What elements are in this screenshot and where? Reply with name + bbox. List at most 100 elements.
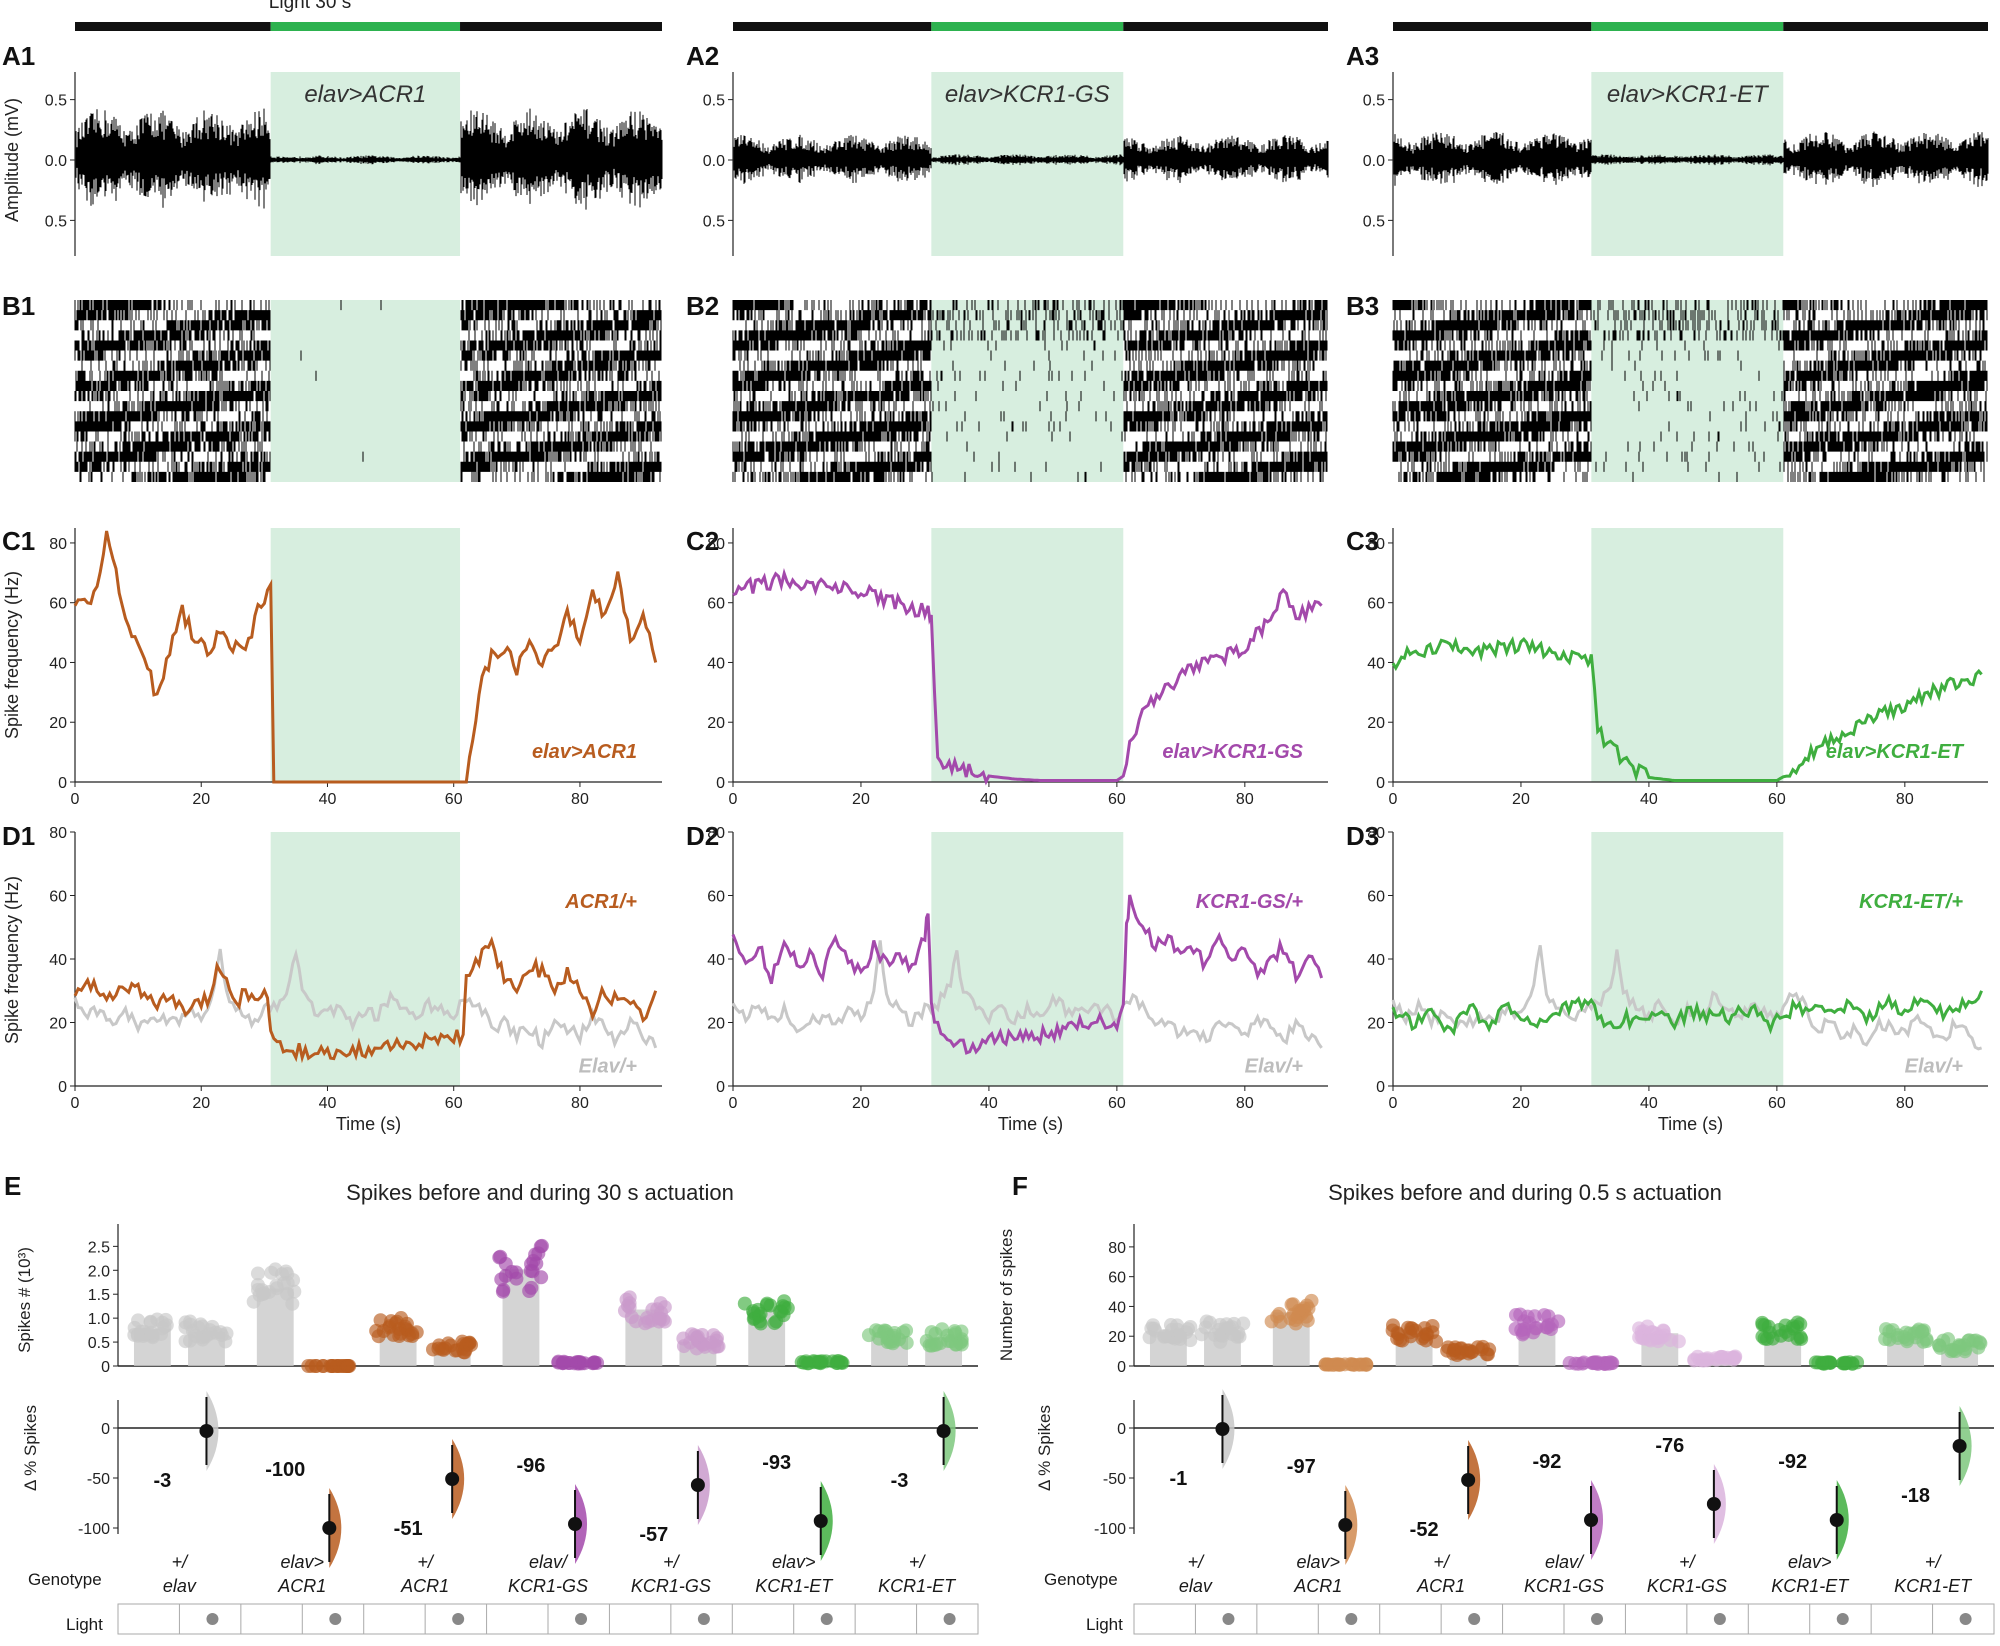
- x-tick-label: 40: [1640, 791, 1658, 808]
- panel-label-b1: B1: [2, 291, 35, 321]
- data-point-dark: [1418, 1333, 1433, 1348]
- a-y-tick-label: 0.5: [703, 93, 725, 110]
- effect-size-dot: [445, 1472, 460, 1486]
- delta-value-label: -51: [394, 1518, 423, 1540]
- data-point-light: [940, 1334, 955, 1349]
- y-tick-label: 60: [707, 889, 725, 906]
- delta-value-label: -92: [1778, 1451, 1807, 1473]
- y-tick-label: 20: [1367, 715, 1385, 732]
- y-tick-label: 40: [707, 655, 725, 672]
- effect-size-dot: [322, 1521, 337, 1535]
- data-point-dark: [1785, 1319, 1800, 1334]
- data-point-dark: [131, 1313, 146, 1328]
- panel-label-d2: D2: [686, 821, 719, 851]
- data-point-light: [1587, 1355, 1602, 1370]
- x-tick-label: 40: [1640, 1095, 1658, 1112]
- delta-value-label: -18: [1901, 1485, 1930, 1507]
- light-on-icon: [206, 1613, 219, 1625]
- data-point-dark: [1757, 1318, 1772, 1333]
- a-y-tick-label: 0.5: [703, 213, 725, 230]
- data-point-dark: [246, 1294, 261, 1309]
- control-series-line: [1391, 945, 1983, 1051]
- x-tick-label: 0: [729, 791, 738, 808]
- data-point-dark: [1390, 1331, 1405, 1346]
- x-axis-label: Time (s): [1658, 1114, 1723, 1134]
- light-bar-off: [733, 22, 932, 31]
- bar-y-tick-label: 80: [1108, 1240, 1126, 1257]
- x-tick-label: 40: [319, 1095, 337, 1112]
- genotype-line1: +/: [909, 1552, 927, 1572]
- data-point-dark: [1919, 1334, 1934, 1349]
- data-point-light: [1821, 1355, 1836, 1370]
- data-point-dark: [534, 1238, 549, 1253]
- data-point-dark: [763, 1298, 778, 1313]
- data-point-dark: [264, 1265, 279, 1280]
- data-point-dark: [1890, 1331, 1905, 1346]
- genotype-line2: ACR1: [400, 1576, 449, 1596]
- y-tick-label: 40: [49, 655, 67, 672]
- y-tick-label: 80: [707, 825, 725, 842]
- data-point-light: [1973, 1336, 1988, 1351]
- bar-y-tick-label: 1.5: [88, 1287, 110, 1304]
- y-tick-label: 20: [707, 1016, 725, 1033]
- y-tick-label: 20: [707, 715, 725, 732]
- x-tick-label: 80: [1236, 1095, 1254, 1112]
- light-on-icon: [1836, 1613, 1849, 1625]
- x-tick-label: 80: [571, 1095, 589, 1112]
- light-on-icon: [1222, 1613, 1235, 1625]
- data-point-dark: [885, 1336, 900, 1351]
- y-tick-label: 80: [49, 536, 67, 553]
- data-point-light: [1359, 1357, 1374, 1372]
- light-on-icon: [1468, 1613, 1481, 1625]
- spike-raster: [732, 300, 1328, 482]
- genotype-line1: elav>: [772, 1552, 816, 1572]
- effect-size-dot: [936, 1424, 951, 1438]
- data-point-dark: [384, 1314, 399, 1329]
- x-tick-label: 0: [729, 1095, 738, 1112]
- y-tick-label: 20: [49, 715, 67, 732]
- control-legend-label: Elav/+: [1905, 1055, 1964, 1077]
- genotype-line2: KCR1-ET: [1771, 1576, 1850, 1596]
- genotype-line1: +/: [1188, 1552, 1206, 1572]
- data-point-dark: [1170, 1322, 1185, 1337]
- data-point-light: [341, 1359, 356, 1373]
- data-point-light: [1465, 1344, 1480, 1359]
- x-tick-label: 20: [852, 791, 870, 808]
- light-on-icon: [943, 1613, 956, 1625]
- y-tick-label: 60: [49, 596, 67, 613]
- genotype-line2: KCR1-GS: [1647, 1576, 1727, 1596]
- effect-size-dot: [1461, 1473, 1476, 1487]
- genotype-line2: KCR1-GS: [631, 1576, 711, 1596]
- light-window: [931, 72, 1124, 256]
- x-tick-label: 40: [980, 791, 998, 808]
- light-window: [931, 528, 1124, 782]
- y-tick-label: 60: [1367, 889, 1385, 906]
- data-point-dark: [750, 1302, 765, 1317]
- data-point-dark: [373, 1313, 388, 1328]
- e-ylabel: Spikes # (10³): [15, 1247, 34, 1353]
- series-legend-label: ACR1/+: [564, 891, 637, 913]
- genotype-line2: KCR1-ET: [1894, 1576, 1973, 1596]
- data-point-dark: [1425, 1318, 1440, 1333]
- data-point-dark: [1408, 1323, 1423, 1338]
- x-tick-label: 20: [192, 791, 210, 808]
- data-point-light: [459, 1337, 474, 1352]
- x-tick-label: 80: [1896, 791, 1914, 808]
- panel-label-b2: B2: [686, 291, 719, 321]
- raster-light-window: [270, 300, 461, 482]
- light-on-icon: [1959, 1613, 1972, 1625]
- data-point-light: [1958, 1341, 1973, 1356]
- data-point-light: [587, 1355, 602, 1370]
- light-bar-on: [270, 22, 461, 31]
- y-tick-label: 80: [49, 825, 67, 842]
- c-ylabel: Spike frequency (Hz): [2, 571, 22, 739]
- control-series-line: [731, 940, 1323, 1049]
- effect-size-dot: [1338, 1518, 1353, 1532]
- light-bar-off: [1123, 22, 1328, 31]
- data-point-dark: [1529, 1320, 1544, 1335]
- delta-value-label: -52: [1410, 1519, 1439, 1541]
- x-tick-label: 60: [445, 1095, 463, 1112]
- series-line: [731, 894, 1324, 1055]
- light-bar-on: [1591, 22, 1784, 31]
- delta-value-label: -92: [1533, 1451, 1562, 1473]
